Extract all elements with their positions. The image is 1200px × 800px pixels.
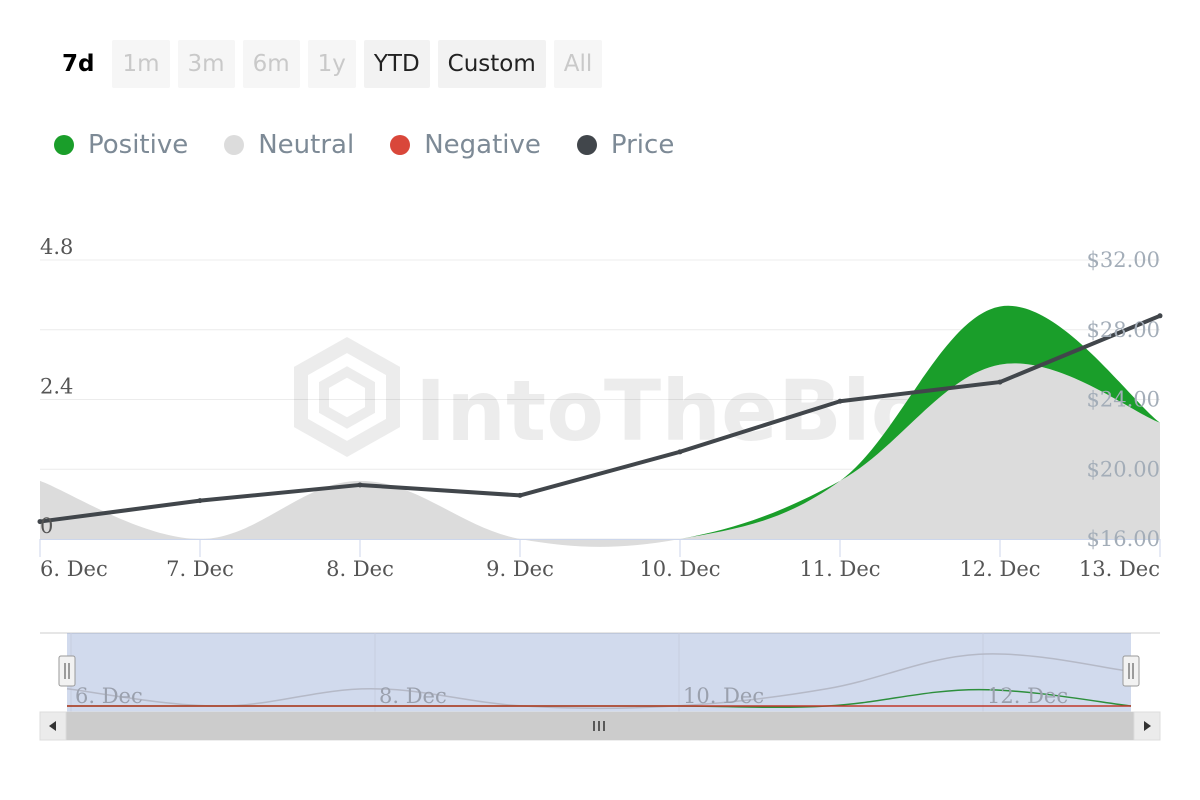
- legend-item-price[interactable]: Price: [576, 130, 675, 160]
- range-button-all: All: [553, 40, 603, 88]
- price-point: [997, 379, 1003, 385]
- series-line-price: [39, 313, 1161, 524]
- price-point: [837, 398, 843, 404]
- price-point: [197, 498, 203, 504]
- price-point: [517, 492, 523, 498]
- navigator-label: 8. Dec: [379, 684, 447, 708]
- y-left-tick-label: 2.4: [40, 375, 73, 399]
- range-selector: 7d 1m 3m 6m 1y YTD Custom All: [52, 40, 603, 88]
- legend-swatch: [390, 135, 411, 155]
- x-tick-label: 12. Dec: [959, 557, 1040, 581]
- range-button-custom[interactable]: Custom: [437, 40, 546, 88]
- legend-item-negative[interactable]: Negative: [390, 130, 541, 160]
- navigator-handle-right[interactable]: [1122, 655, 1140, 687]
- legend-item-neutral[interactable]: Neutral: [224, 130, 354, 160]
- x-tick-label: 6. Dec: [40, 557, 108, 581]
- series-area-positive: [40, 305, 1160, 547]
- y-right-tick-label: $20.00: [1087, 457, 1160, 481]
- navigator-handle-left[interactable]: [58, 655, 76, 687]
- y-left-tick-label: 0: [40, 514, 53, 538]
- range-button-1y: 1y: [307, 40, 356, 88]
- y-right-tick-label: $32.00: [1087, 248, 1160, 272]
- x-tick-label: 11. Dec: [799, 557, 880, 581]
- navigator[interactable]: 6. Dec 8. Dec 10. Dec 12. Dec: [40, 632, 1160, 712]
- arrow-right-icon: [1144, 721, 1151, 731]
- navigator-label: 10. Dec: [683, 684, 764, 708]
- range-button-7d[interactable]: 7d: [62, 51, 95, 77]
- legend: Positive Neutral Negative Price: [54, 130, 674, 160]
- price-point: [37, 519, 43, 525]
- legend-item-positive[interactable]: Positive: [54, 130, 188, 160]
- handle-body[interactable]: [1122, 655, 1140, 687]
- x-tick-label: 7. Dec: [166, 557, 234, 581]
- x-tick-label: 10. Dec: [639, 557, 720, 581]
- range-button-6m: 6m: [242, 40, 300, 88]
- navigator-label: 6. Dec: [75, 684, 143, 708]
- x-tick-label: 9. Dec: [486, 557, 554, 581]
- scrollbar-thumb[interactable]: [66, 712, 1134, 740]
- series-area-neutral: [40, 363, 1160, 547]
- arrow-left-icon: [49, 721, 56, 731]
- range-button-1m: 1m: [112, 40, 170, 88]
- navigator-label: 12. Dec: [987, 684, 1068, 708]
- legend-label: Positive: [88, 130, 189, 160]
- range-button-ytd[interactable]: YTD: [363, 40, 430, 88]
- range-button-3m: 3m: [177, 40, 235, 88]
- x-tick-label: 8. Dec: [326, 557, 394, 581]
- y-left-tick-label: 4.8: [40, 235, 73, 259]
- price-point: [357, 482, 363, 488]
- legend-label: Price: [610, 130, 675, 160]
- navigator-mask[interactable]: [67, 633, 1131, 712]
- legend-swatch: [576, 135, 597, 155]
- legend-label: Negative: [424, 130, 541, 160]
- y-right-tick-label: $28.00: [1087, 318, 1160, 342]
- legend-label: Neutral: [258, 130, 355, 160]
- y-right-tick-label: $16.00: [1087, 527, 1160, 551]
- watermark-logo-icon: [294, 336, 400, 458]
- price-point: [1157, 313, 1163, 319]
- legend-swatch: [54, 135, 74, 155]
- x-tick-label: 13. Dec: [1079, 557, 1160, 581]
- legend-swatch: [224, 135, 245, 155]
- y-right-tick-label: $24.00: [1087, 388, 1160, 412]
- scrollbar-right-button[interactable]: [1133, 711, 1161, 741]
- watermark-logo-inner-icon: [319, 366, 375, 429]
- handle-body[interactable]: [58, 655, 76, 687]
- price-point: [677, 449, 683, 455]
- scrollbar[interactable]: [39, 711, 1161, 741]
